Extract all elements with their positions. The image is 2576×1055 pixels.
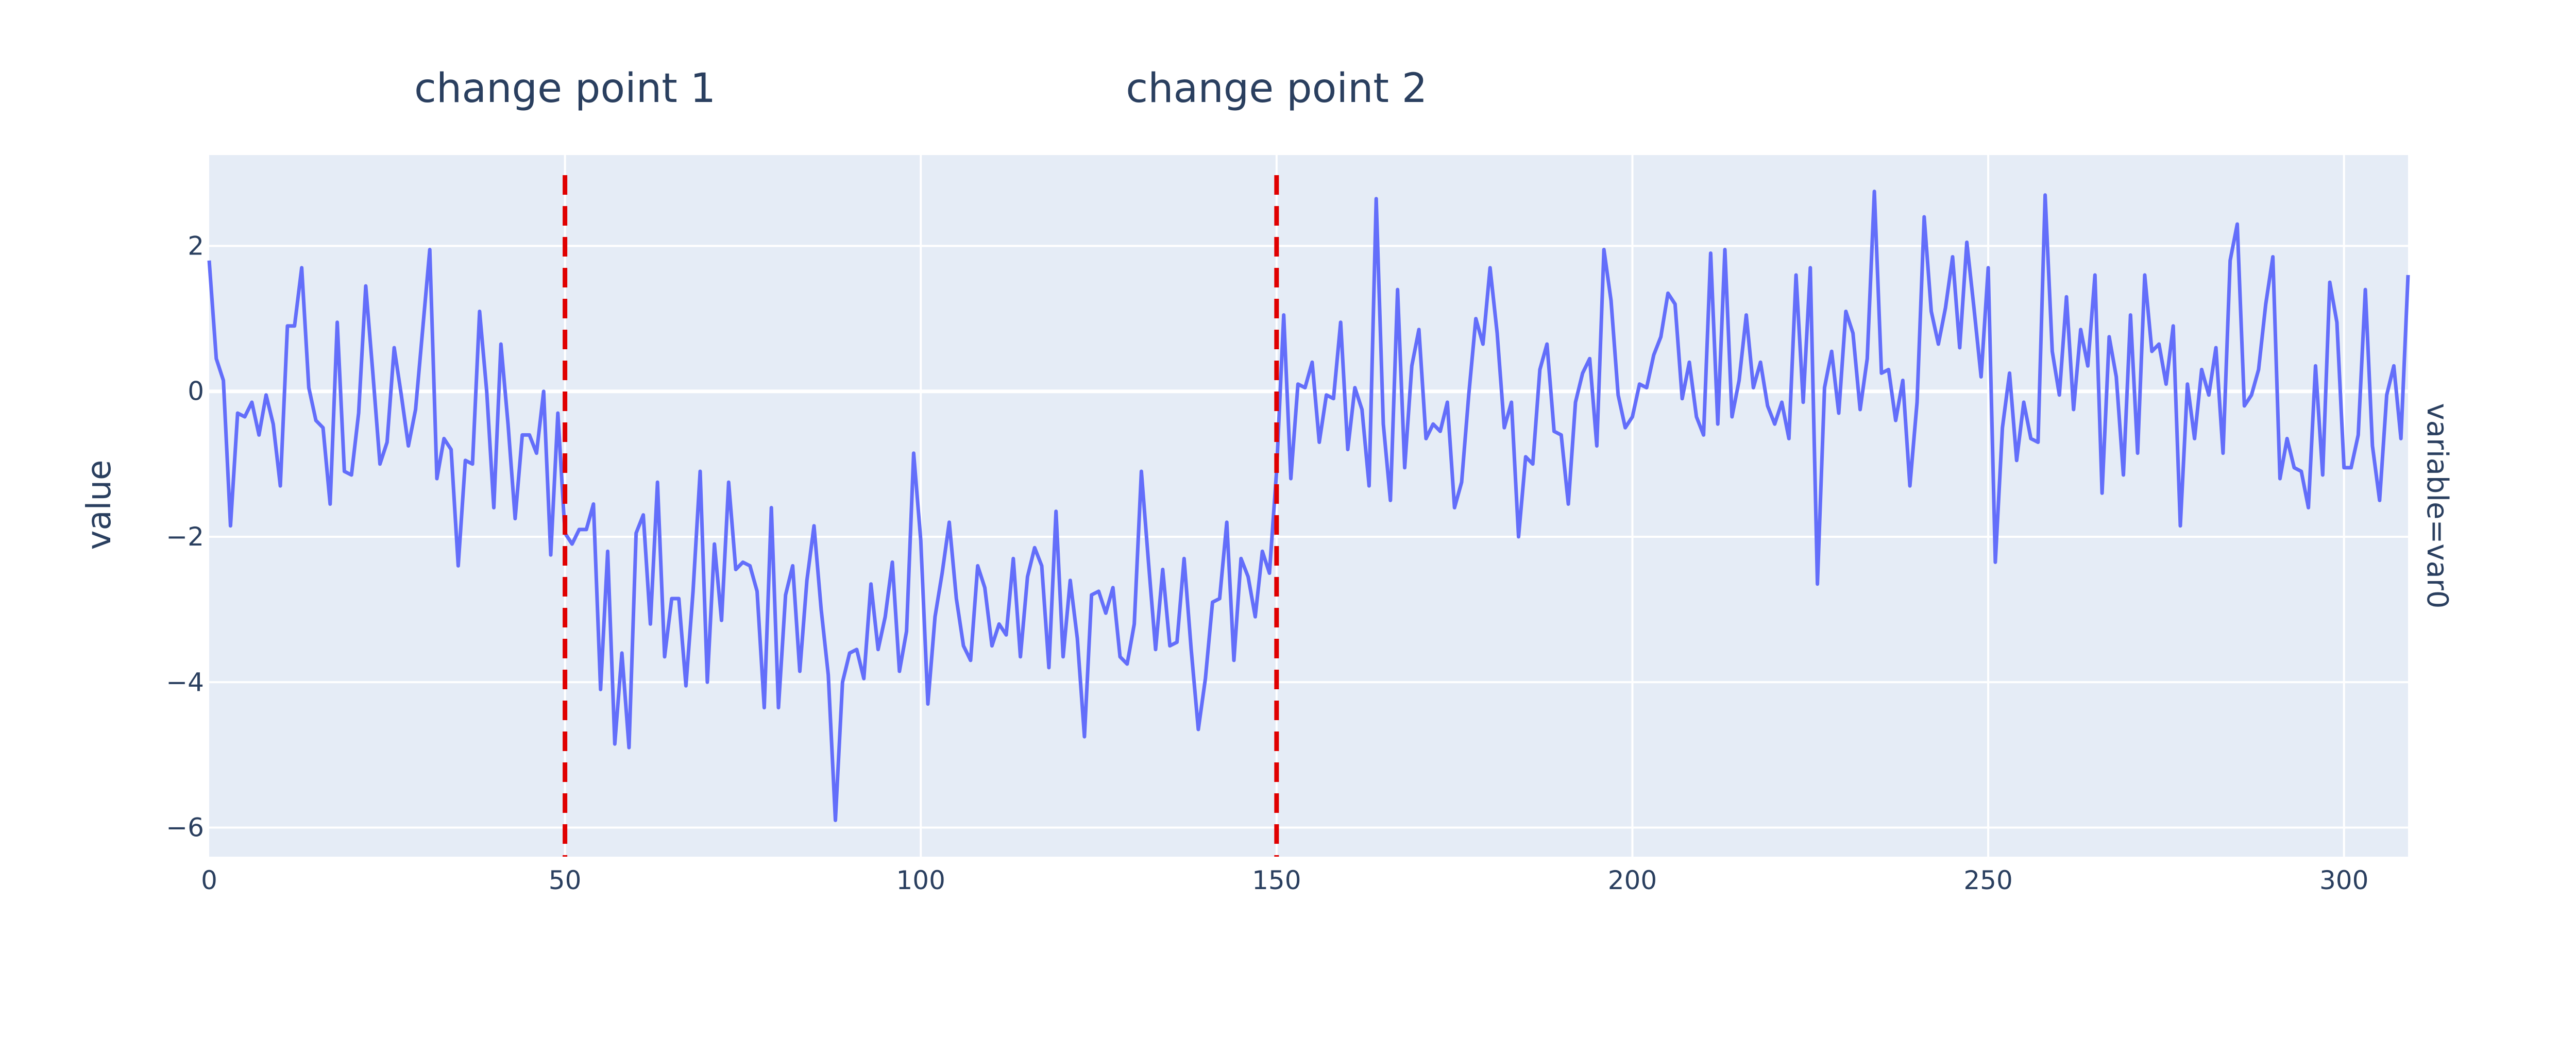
x-tick-label: 100	[896, 865, 945, 895]
y-axis-tick-labels: 2 0 −2 −4 −6	[166, 231, 204, 842]
x-tick-label: 0	[201, 865, 217, 895]
change-point-label-1: change point 1	[414, 65, 716, 112]
y-tick-label: −2	[166, 522, 204, 552]
x-tick-label: 200	[1608, 865, 1657, 895]
y-gridlines	[209, 245, 2408, 829]
facet-label: variable=var0	[2420, 403, 2454, 609]
y-tick-label: −6	[166, 813, 204, 843]
x-tick-label: 150	[1252, 865, 1301, 895]
y-tick-label: 0	[188, 377, 204, 406]
plot-background	[209, 155, 2408, 857]
change-point-label-2: change point 2	[1126, 65, 1427, 112]
change-point-lines	[563, 175, 1279, 857]
change-point-labels: change point 1 change point 2	[414, 65, 1427, 112]
series-line-var0	[207, 190, 2410, 822]
x-tick-label: 50	[549, 865, 582, 895]
x-tick-label: 250	[1963, 865, 2012, 895]
y-axis-title: value	[80, 460, 118, 550]
x-axis-tick-labels: 0 50 100 150 200 250 300	[201, 865, 2368, 895]
y-tick-label: −4	[166, 667, 204, 697]
x-tick-label: 300	[2319, 865, 2368, 895]
y-tick-label: 2	[188, 231, 204, 261]
